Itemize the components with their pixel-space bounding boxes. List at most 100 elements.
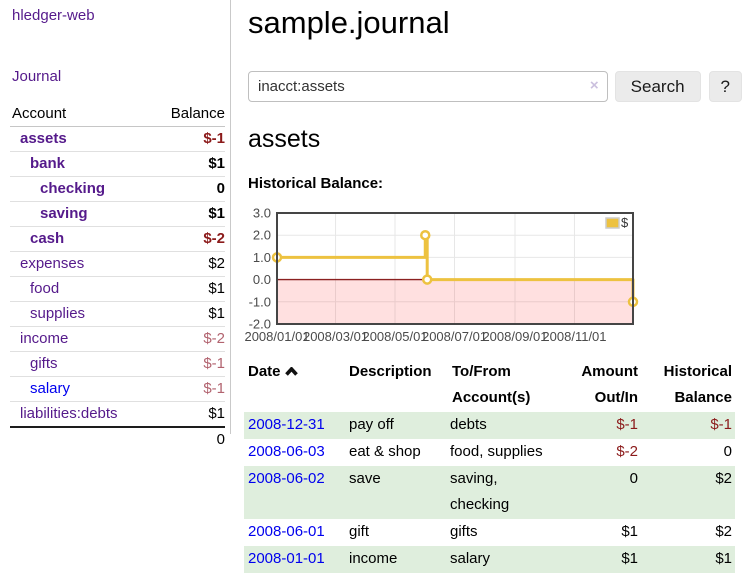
account-link[interactable]: saving — [40, 205, 88, 222]
svg-text:3.0: 3.0 — [253, 206, 271, 221]
svg-text:-1.0: -1.0 — [249, 294, 271, 309]
account-row: gifts $-1 — [10, 351, 225, 377]
column-date[interactable]: Date — [244, 359, 345, 412]
account-row: supplies $1 — [10, 301, 225, 327]
account-row: food $1 — [10, 276, 225, 302]
account-heading: assets — [248, 125, 321, 153]
chart-title: Historical Balance: — [248, 175, 384, 192]
account-link[interactable]: supplies — [30, 305, 86, 322]
transaction-accounts: gifts — [450, 523, 478, 540]
transaction-accounts: saving, checking — [450, 470, 510, 513]
account-balance: $1 — [152, 151, 225, 177]
balance-chart-svg: $3.0 2.0 1.0 0.0 -1.0 -2.02008/01/012008/03/0… — [244, 206, 639, 344]
search-form: × Search ? — [248, 71, 742, 102]
search-button[interactable]: Search — [614, 71, 701, 102]
transaction-balance: $1 — [715, 550, 732, 567]
account-row: expenses $2 — [10, 251, 225, 277]
transaction-accounts: salary — [450, 550, 491, 567]
svg-text:2008/07/01: 2008/07/01 — [422, 329, 487, 344]
column-amount: Amount Out/In — [581, 363, 638, 406]
account-row: cash $-2 — [10, 226, 225, 252]
transaction-amount: $1 — [621, 550, 638, 567]
transaction-date-link[interactable]: 2008-12-31 — [248, 416, 325, 433]
account-balance: $2 — [152, 251, 225, 277]
svg-text:2008/09/01: 2008/09/01 — [482, 329, 547, 344]
clear-search-icon[interactable]: × — [589, 77, 599, 94]
account-link[interactable]: assets — [20, 130, 67, 147]
account-row: checking 0 — [10, 176, 225, 202]
svg-text:2008/11/01: 2008/11/01 — [542, 329, 606, 344]
transaction-balance: 0 — [723, 443, 732, 460]
account-link[interactable]: salary — [30, 380, 71, 397]
account-balance: $1 — [152, 301, 225, 327]
transaction-date-link[interactable]: 2008-06-01 — [248, 523, 325, 540]
svg-text:2008/05/01: 2008/05/01 — [362, 329, 427, 344]
account-balance: $-1 — [203, 130, 225, 147]
register-row: 2008-01-01 income salary $1 $1 — [244, 546, 735, 573]
page-title: sample.journal — [248, 5, 450, 40]
account-balance: $1 — [152, 276, 225, 302]
accounts-table: Account Balance assets $-1 bank $1 check… — [10, 101, 225, 452]
svg-text:1.0: 1.0 — [253, 250, 271, 265]
column-balance: Historical Balance — [663, 363, 732, 406]
accounts-total-value: 0 — [152, 426, 225, 452]
transaction-balance: $-1 — [710, 416, 732, 433]
account-balance: 0 — [152, 176, 225, 202]
sidebar: hledger-web Journal Account Balance asse… — [0, 0, 231, 452]
account-balance: $1 — [152, 201, 225, 227]
account-link[interactable]: checking — [40, 180, 106, 197]
transaction-accounts: debts — [450, 416, 487, 433]
account-link[interactable]: income — [20, 330, 69, 347]
app-title-link[interactable]: hledger-web — [12, 7, 95, 24]
svg-text:0.0: 0.0 — [253, 272, 271, 287]
account-balance: $-1 — [152, 376, 225, 402]
accounts-header-account: Account — [10, 101, 153, 127]
transaction-balance: $2 — [715, 523, 732, 540]
transaction-description: eat & shop — [349, 443, 421, 460]
register-row: 2008-06-02 save saving, checking 0 $2 — [244, 466, 735, 519]
sort-ascending-icon — [284, 359, 298, 385]
register-table: Date Description To/From Account(s) Amou… — [244, 359, 735, 573]
account-balance: $-1 — [152, 351, 225, 377]
account-row: bank $1 — [10, 151, 225, 177]
transaction-description: income — [349, 550, 398, 567]
accounts-total-row: 0 — [10, 426, 225, 452]
account-link[interactable]: liabilities:debts — [20, 405, 118, 422]
account-row: assets $-1 — [10, 127, 225, 152]
main-content: sample.journal × Search ? assets Histori… — [244, 0, 742, 573]
account-link[interactable]: food — [30, 280, 60, 297]
transaction-amount: $1 — [621, 523, 638, 540]
help-button[interactable]: ? — [708, 71, 742, 102]
column-description: Description — [349, 363, 432, 380]
svg-text:-2.0: -2.0 — [249, 317, 271, 332]
historical-balance-chart: $3.0 2.0 1.0 0.0 -1.0 -2.0 2008/01/01 2008/03/0… — [244, 204, 742, 346]
transaction-date-link[interactable]: 2008-06-02 — [248, 470, 325, 487]
journal-link[interactable]: Journal — [12, 68, 62, 85]
transaction-accounts: food, supplies — [450, 443, 543, 460]
transaction-balance: $2 — [715, 470, 732, 487]
accounts-header-balance: Balance — [152, 101, 225, 127]
account-row: saving $1 — [10, 201, 225, 227]
account-link[interactable]: gifts — [30, 355, 58, 372]
column-accounts: To/From Account(s) — [452, 363, 531, 406]
transaction-date-link[interactable]: 2008-01-01 — [248, 550, 325, 567]
search-input[interactable] — [248, 71, 608, 102]
register-row: 2008-06-03 eat & shop food, supplies $-2… — [244, 439, 735, 466]
transaction-date-link[interactable]: 2008-06-03 — [248, 443, 325, 460]
svg-text:2008/03/01: 2008/03/01 — [303, 329, 368, 344]
account-link[interactable]: cash — [30, 230, 65, 247]
account-balance: $-2 — [152, 326, 225, 352]
account-balance: $1 — [152, 401, 225, 427]
account-link[interactable]: expenses — [20, 255, 85, 272]
svg-text:2.0: 2.0 — [253, 228, 271, 243]
account-row: income $-2 — [10, 326, 225, 352]
transaction-description: gift — [349, 523, 370, 540]
transaction-amount: $-2 — [616, 443, 638, 460]
svg-text:$: $ — [621, 215, 629, 230]
svg-text:2008/01/01: 2008/01/01 — [244, 329, 309, 344]
transaction-description: pay off — [349, 416, 394, 433]
register-row: 2008-06-01 gift gifts $1 $2 — [244, 519, 735, 546]
account-row: liabilities:debts $1 — [10, 401, 225, 427]
account-balance: $-2 — [152, 226, 225, 252]
account-link[interactable]: bank — [30, 155, 66, 172]
